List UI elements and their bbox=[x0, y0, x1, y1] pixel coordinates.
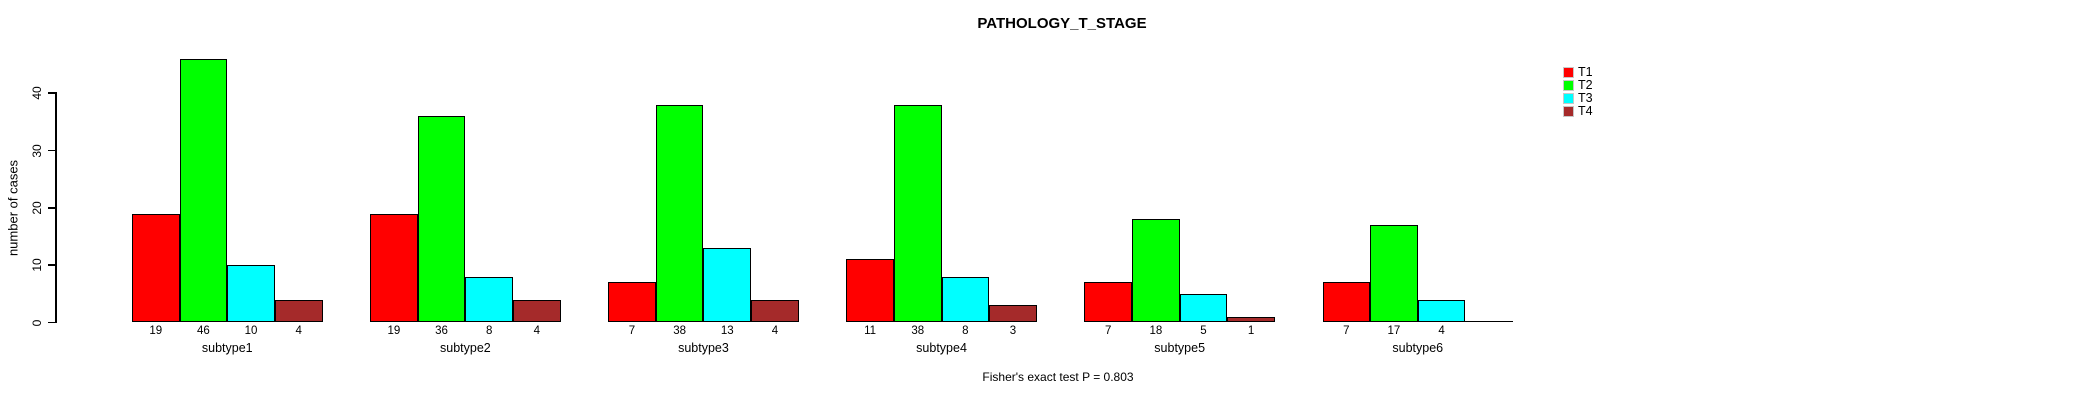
y-tick bbox=[48, 149, 56, 152]
y-axis-line bbox=[55, 92, 57, 323]
bar-value-label: 46 bbox=[197, 325, 210, 337]
bar-subtype3-T4 bbox=[751, 299, 799, 323]
group-label-subtype6: subtype6 bbox=[1392, 341, 1444, 355]
bar-value-label: 38 bbox=[911, 325, 925, 337]
y-tick-label: 0 bbox=[30, 319, 44, 326]
bar-subtype4-T2 bbox=[893, 104, 942, 323]
legend: T1 T2 T3 T4 bbox=[1563, 66, 1593, 118]
legend-item-T3: T3 bbox=[1563, 92, 1593, 105]
bar-value-label: 8 bbox=[962, 325, 969, 337]
chart-title: PATHOLOGY_T_STAGE bbox=[977, 15, 1147, 32]
bar-value-label: 4 bbox=[533, 325, 540, 337]
bar-value-label: 11 bbox=[864, 325, 877, 337]
legend-item-T2: T2 bbox=[1563, 79, 1593, 92]
bar-subtype6-T4 bbox=[1465, 321, 1513, 322]
bar-subtype6-T1 bbox=[1322, 282, 1371, 323]
bar-subtype2-T2 bbox=[417, 116, 466, 323]
bar-subtype2-T1 bbox=[370, 213, 418, 323]
legend-label: T4 bbox=[1578, 104, 1593, 118]
bar-subtype2-T3 bbox=[465, 276, 513, 323]
legend-swatch-T2 bbox=[1563, 80, 1574, 91]
bar-value-label: 4 bbox=[295, 325, 302, 337]
y-tick-label: 40 bbox=[30, 86, 44, 100]
bar-subtype5-T4 bbox=[1227, 316, 1275, 323]
bar-value-label: 3 bbox=[1009, 325, 1017, 337]
bar-value-label: 13 bbox=[720, 325, 734, 337]
bar-subtype3-T2 bbox=[655, 104, 704, 323]
bar-value-label: 18 bbox=[1149, 325, 1163, 337]
y-tick-label: 30 bbox=[30, 143, 44, 158]
y-tick-label: 20 bbox=[30, 201, 44, 215]
group-label-subtype5: subtype5 bbox=[1154, 341, 1206, 355]
bar-value-label: 4 bbox=[1438, 325, 1445, 337]
bar-subtype5-T2 bbox=[1132, 219, 1180, 323]
bar-value-label: 19 bbox=[149, 325, 163, 337]
legend-label: T3 bbox=[1578, 91, 1593, 105]
legend-swatch-T1 bbox=[1563, 67, 1574, 78]
bar-subtype4-T3 bbox=[941, 276, 990, 323]
y-tick bbox=[48, 264, 56, 266]
y-tick bbox=[48, 321, 56, 324]
bar-subtype1-T1 bbox=[132, 213, 180, 323]
y-tick bbox=[48, 207, 56, 209]
y-tick-label: 10 bbox=[30, 258, 44, 272]
bar-subtype2-T4 bbox=[512, 299, 561, 323]
bar-value-label: 1 bbox=[1247, 325, 1255, 337]
bar-subtype1-T4 bbox=[274, 299, 323, 323]
bar-value-label: 10 bbox=[244, 325, 258, 337]
legend-label: T2 bbox=[1578, 78, 1593, 92]
group-label-subtype2: subtype2 bbox=[439, 341, 491, 355]
bar-subtype1-T3 bbox=[227, 265, 275, 323]
bar-value-label: 38 bbox=[673, 325, 687, 337]
bar-subtype4-T4 bbox=[989, 305, 1037, 323]
bar-subtype5-T3 bbox=[1179, 293, 1228, 323]
bar-subtype1-T2 bbox=[179, 58, 228, 323]
bar-subtype3-T3 bbox=[703, 247, 752, 323]
bar-value-label: 7 bbox=[1343, 325, 1350, 337]
bar-subtype3-T1 bbox=[608, 282, 656, 323]
bar-value-label: 36 bbox=[435, 325, 448, 337]
group-label-subtype4: subtype4 bbox=[916, 341, 967, 355]
bar-value-label: 17 bbox=[1387, 325, 1401, 337]
bar-subtype6-T2 bbox=[1370, 225, 1418, 323]
legend-item-T1: T1 bbox=[1563, 66, 1593, 79]
legend-label: T1 bbox=[1578, 65, 1593, 79]
bar-subtype4-T1 bbox=[846, 259, 894, 323]
bar-subtype5-T1 bbox=[1084, 282, 1133, 323]
bar-value-label: 19 bbox=[387, 325, 401, 337]
y-tick bbox=[48, 92, 56, 94]
bar-value-label: 8 bbox=[485, 325, 493, 337]
bar-subtype6-T3 bbox=[1417, 299, 1466, 323]
footnote: Fisher's exact test P = 0.803 bbox=[982, 370, 1134, 384]
bar-value-label: 7 bbox=[1105, 325, 1112, 337]
legend-item-T4: T4 bbox=[1563, 105, 1593, 118]
legend-swatch-T4 bbox=[1563, 106, 1574, 117]
group-label-subtype1: subtype1 bbox=[201, 341, 253, 355]
bar-value-label: 4 bbox=[771, 325, 779, 337]
bar-value-label: 5 bbox=[1200, 325, 1207, 337]
bar-value-label: 7 bbox=[628, 325, 636, 337]
group-label-subtype3: subtype3 bbox=[678, 341, 729, 355]
y-axis-title: number of cases bbox=[5, 159, 21, 257]
legend-swatch-T3 bbox=[1563, 93, 1574, 104]
